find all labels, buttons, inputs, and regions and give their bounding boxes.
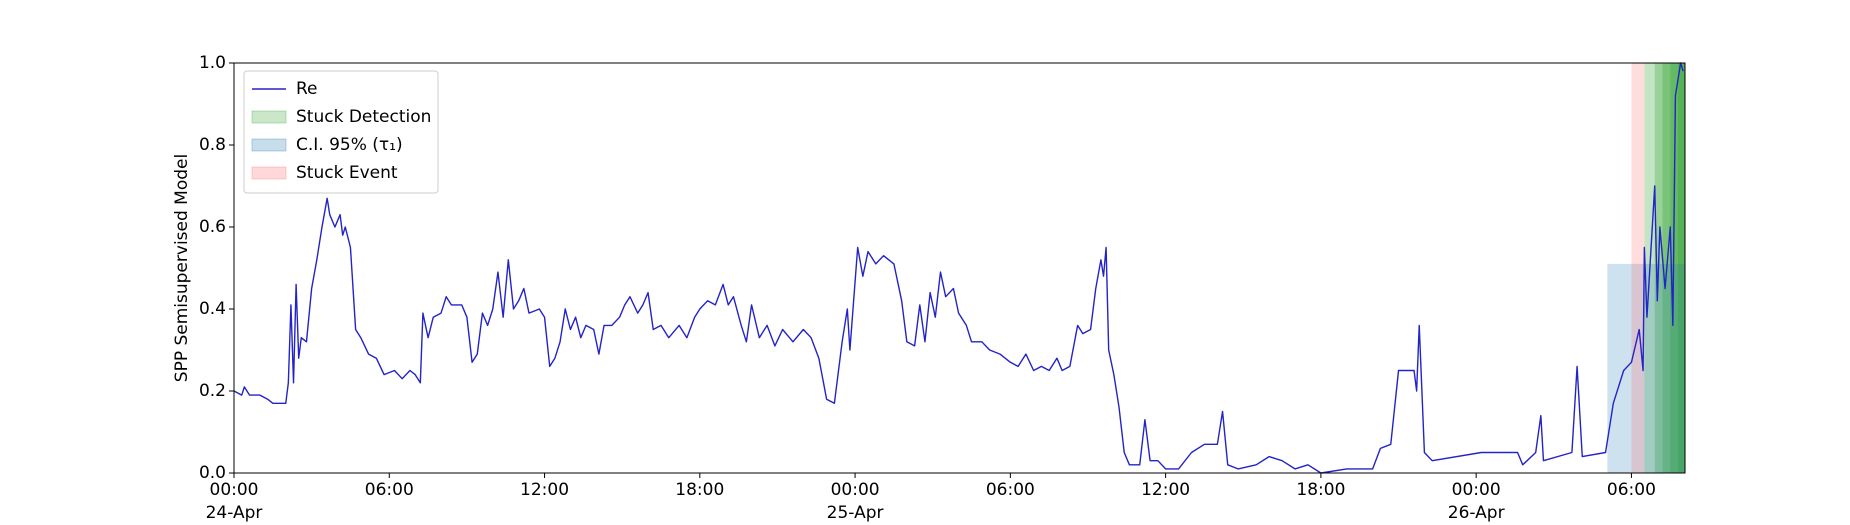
legend-box — [243, 70, 439, 194]
x-tick-label: 00:00 — [1452, 480, 1501, 500]
region-span — [1678, 63, 1685, 473]
region-span — [1631, 63, 1645, 473]
legend-label: Re — [296, 79, 318, 99]
y-tick-label: 0.2 — [199, 381, 226, 401]
legend-label: C.I. 95% (τ₁) — [296, 135, 403, 155]
y-tick-label: 0.6 — [199, 217, 226, 237]
x-tick-label: 06:00 — [1607, 480, 1656, 500]
x-date-label: 25-Apr — [827, 503, 884, 523]
region-span — [1654, 63, 1685, 473]
legend-label: Stuck Detection — [296, 107, 431, 127]
x-tick-label: 00:00 — [831, 480, 880, 500]
x-date-label: 26-Apr — [1448, 503, 1505, 523]
x-date-label: 24-Apr — [206, 503, 263, 523]
legend-patch — [251, 138, 287, 152]
x-tick-label: 06:00 — [986, 480, 1035, 500]
region-span — [1670, 63, 1685, 473]
legend-patch — [251, 166, 287, 180]
y-axis-label: SPP Semisupervised Model — [172, 154, 192, 382]
x-tick-label: 12:00 — [1141, 480, 1190, 500]
x-tick-label: 12:00 — [520, 480, 569, 500]
x-tick-label: 18:00 — [1296, 480, 1345, 500]
x-tick-label: 06:00 — [365, 480, 414, 500]
region-span — [1644, 63, 1685, 473]
y-tick-label: 1.0 — [199, 53, 226, 73]
x-tick-label: 00:00 — [210, 480, 259, 500]
data-line — [233, 62, 1684, 474]
y-tick-label: 0.8 — [199, 135, 226, 155]
legend-patch — [251, 110, 287, 124]
y-tick-label: 0.0 — [199, 463, 226, 483]
x-tick-label: 18:00 — [675, 480, 724, 500]
legend-label: Stuck Event — [296, 163, 398, 183]
y-tick-label: 0.4 — [199, 299, 226, 319]
plot-frame — [233, 62, 1686, 474]
